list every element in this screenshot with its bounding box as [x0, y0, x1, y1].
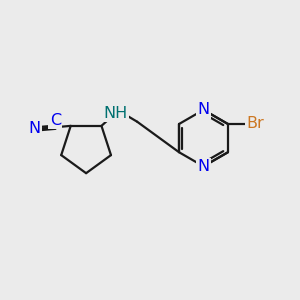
Text: Br: Br — [247, 116, 265, 131]
Text: NH: NH — [103, 106, 128, 121]
Text: N: N — [197, 102, 210, 117]
Text: N: N — [28, 121, 40, 136]
Text: N: N — [197, 159, 210, 174]
Text: C: C — [50, 113, 61, 128]
